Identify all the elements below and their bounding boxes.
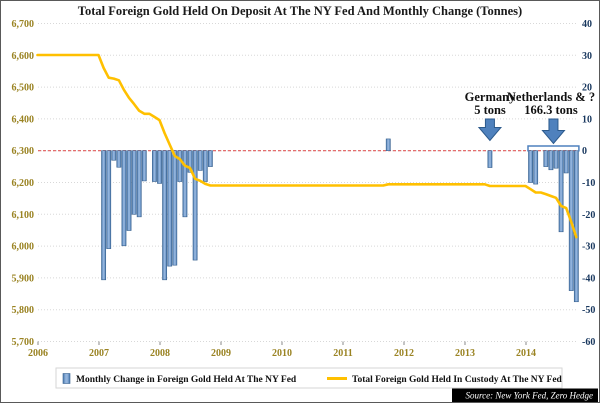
left-axis-label: 6,000 <box>12 242 35 253</box>
monthly-change-bar <box>182 150 188 218</box>
bar-series-swatch-icon <box>62 373 71 384</box>
x-axis-label: 2011 <box>333 348 352 359</box>
monthly-change-bar <box>136 150 142 218</box>
x-axis-label: 2013 <box>455 348 475 359</box>
monthly-change-bar <box>187 150 193 173</box>
germany-down-arrow-icon <box>477 118 503 142</box>
monthly-change-bar <box>207 150 213 167</box>
legend-border <box>55 367 563 389</box>
source-text: Source: New York Fed, Zero Hedge <box>466 391 593 401</box>
x-axis-label: 2010 <box>272 348 292 359</box>
right-axis-label: -20 <box>582 210 595 221</box>
monthly-change-bar <box>141 150 147 182</box>
monthly-change-bar <box>116 150 122 168</box>
germany-annotation-line1: Germany <box>465 90 516 104</box>
monthly-change-bar <box>126 150 132 231</box>
netherlands-annotation-line1: Netherlands & ? <box>507 90 595 104</box>
right-axis-label: 20 <box>582 83 592 94</box>
x-axis-label: 2014 <box>516 348 536 359</box>
left-axis-label: 6,400 <box>12 114 35 125</box>
custody-line-path <box>36 53 578 239</box>
legend-label-total-custody: Total Foreign Gold Held In Custody At Th… <box>352 375 563 385</box>
monthly-change-bar <box>553 150 559 169</box>
legend: Monthly Change in Foreign Gold Held At T… <box>55 367 563 389</box>
netherlands-down-arrow-icon <box>541 118 566 145</box>
monthly-change-bar <box>558 150 564 233</box>
left-axis-label: 6,700 <box>12 19 35 30</box>
x-axis-label: 2008 <box>150 348 170 359</box>
right-axis-label: -30 <box>582 242 595 253</box>
monthly-change-bar <box>177 150 183 182</box>
monthly-change-bar <box>197 150 203 171</box>
monthly-change-bar <box>162 150 168 281</box>
netherlands-bracket <box>527 145 580 152</box>
legend-label-monthly-change: Monthly Change in Foreign Gold Held At T… <box>76 375 297 385</box>
left-axis-label: 5,900 <box>12 273 35 284</box>
right-axis-label: -40 <box>582 273 595 284</box>
left-axis-label: 6,100 <box>12 210 35 221</box>
chart-title: Total Foreign Gold Held On Deposit At Th… <box>78 4 522 18</box>
left-axis-label: 6,200 <box>12 178 35 189</box>
monthly-change-bar <box>131 150 137 215</box>
monthly-change-bar <box>528 150 533 183</box>
monthly-change-bar <box>152 150 157 182</box>
monthly-change-bar <box>487 150 493 168</box>
x-axis-label: 2009 <box>211 348 231 359</box>
monthly-change-bar <box>172 150 178 266</box>
monthly-change-bar <box>573 150 579 303</box>
left-axis-label: 6,600 <box>12 51 35 62</box>
monthly-change-bar <box>106 150 112 249</box>
monthly-change-bar <box>167 150 173 267</box>
monthly-change-bar <box>543 150 549 167</box>
monthly-change-bar <box>192 150 198 261</box>
right-axis-label: -60 <box>582 337 595 348</box>
annotation-shapes <box>477 118 580 152</box>
left-axis-label: 5,700 <box>12 337 35 348</box>
right-axis-label: -10 <box>582 178 595 189</box>
left-axis-label: 5,800 <box>12 305 35 316</box>
monthly-change-bar <box>121 150 127 247</box>
left-axis-label: 6,300 <box>12 146 35 157</box>
germany-annotation-line2: 5 tons <box>474 103 506 117</box>
monthly-change-bar <box>202 150 208 182</box>
monthly-change-bar <box>157 150 162 184</box>
monthly-change-bar <box>111 150 117 161</box>
monthly-change-bar <box>385 138 391 151</box>
x-axis-label: 2006 <box>28 348 48 359</box>
x-axis-label: 2007 <box>89 348 109 359</box>
source-box: Source: New York Fed, Zero Hedge <box>452 388 598 403</box>
axis-tick-labels: 5,700 5,800 5,900 6,000 6,100 6,200 6,300 6,400… <box>12 19 596 359</box>
netherlands-annotation-line2: 166.3 tons <box>524 103 578 117</box>
monthly-change-bar <box>533 150 539 185</box>
monthly-change-bar <box>548 150 554 171</box>
x-axis-label: 2012 <box>394 348 414 359</box>
custody-line <box>36 53 578 239</box>
left-axis-label: 6,500 <box>12 83 35 94</box>
right-axis-label: -50 <box>582 305 595 316</box>
source-box-bg <box>452 388 598 403</box>
right-axis-label: 40 <box>582 19 592 30</box>
right-axis-label: 10 <box>582 114 592 125</box>
monthly-change-bar <box>563 150 569 174</box>
monthly-change-bar <box>101 150 107 281</box>
right-axis-label: 0 <box>582 146 587 157</box>
right-axis-label: 30 <box>582 51 592 62</box>
